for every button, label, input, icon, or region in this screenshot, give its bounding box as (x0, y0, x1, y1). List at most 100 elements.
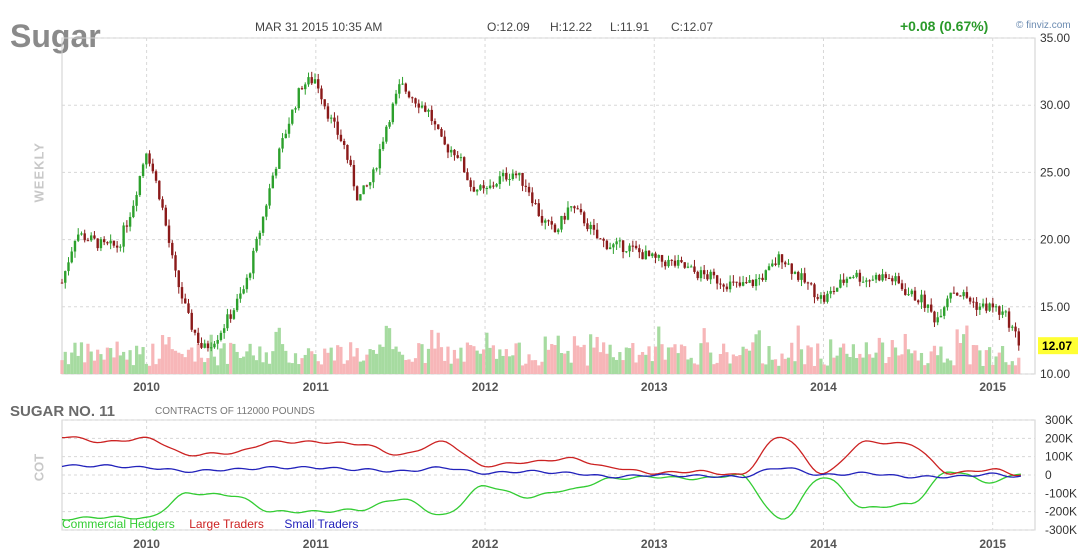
candle-body (336, 121, 339, 135)
volume-bar (945, 358, 950, 374)
volume-bar (958, 343, 963, 374)
candle-body (725, 286, 729, 290)
volume-bar (248, 343, 252, 374)
candle-body (300, 88, 304, 90)
candle-body (826, 293, 829, 302)
candle-body (803, 273, 806, 283)
candle-body (570, 206, 573, 208)
candle-body (453, 149, 456, 156)
volume-bar (297, 364, 301, 374)
candle-body (339, 134, 343, 142)
candle-body (475, 189, 479, 192)
volume-bar (660, 344, 664, 374)
volume-bar (371, 350, 375, 374)
candle-body (835, 287, 839, 292)
cot-subtitle: CONTRACTS OF 112000 POUNDS (155, 406, 315, 417)
candle-body (70, 251, 73, 263)
volume-bar (900, 354, 904, 374)
candle-body (975, 301, 978, 310)
candle-body (99, 239, 103, 249)
last-price-badge (1038, 337, 1078, 355)
candle-body (754, 279, 758, 287)
volume-bar (572, 336, 577, 374)
candle-body (222, 328, 226, 333)
volume-bar (284, 350, 288, 374)
candle-body (994, 306, 998, 308)
candle-body (1007, 311, 1011, 328)
candle-body (466, 172, 469, 181)
candle-body (751, 279, 755, 287)
candle-body (197, 332, 200, 343)
candle-body (894, 276, 897, 282)
candle-body (887, 277, 891, 279)
volume-bar (365, 354, 369, 374)
candle-body (767, 266, 771, 271)
candle-body (145, 153, 148, 165)
volume-bar (199, 357, 204, 374)
candle-body (907, 294, 910, 296)
volume-bar (699, 343, 703, 374)
volume-bar (890, 340, 894, 374)
candle-body (245, 277, 249, 290)
volume-bar (816, 343, 820, 374)
candle-body (972, 301, 975, 303)
volume-bar (897, 355, 901, 374)
candle-body (771, 263, 774, 267)
candle-body (777, 254, 780, 265)
volume-bar (293, 353, 298, 374)
volume-bar (829, 339, 833, 374)
volume-bar (478, 353, 482, 374)
candle-body (433, 121, 437, 125)
price-change: +0.08 (0.67%) (900, 18, 989, 34)
volume-bar (446, 346, 450, 374)
volume-bar (86, 343, 90, 374)
volume-bar (663, 359, 667, 374)
candle-body (793, 272, 797, 274)
candle-body (748, 279, 751, 283)
candle-body (456, 155, 459, 158)
candle-body (764, 270, 768, 280)
volume-bar (978, 350, 982, 374)
candle-body (86, 240, 90, 242)
candle-body (164, 207, 167, 226)
candle-body (135, 195, 138, 206)
candle-body (1004, 311, 1008, 313)
candle-body (985, 303, 988, 311)
volume-bar (718, 354, 722, 374)
candle-body (891, 278, 894, 282)
volume-bar (952, 365, 956, 374)
candle-body (93, 235, 96, 239)
volume-bar (255, 360, 259, 374)
candle-body (981, 303, 985, 307)
volume-bar (602, 342, 606, 374)
volume-bar (261, 362, 265, 374)
volume-bar (848, 357, 852, 374)
volume-bar (501, 355, 505, 374)
candle-body (365, 185, 369, 187)
candle-body (628, 245, 631, 252)
volume-bar (592, 347, 596, 374)
volume-bar (754, 334, 758, 374)
candle-body (923, 294, 926, 308)
candle-body (271, 175, 275, 189)
candle-body (686, 266, 690, 268)
volume-bar (109, 348, 113, 374)
candle-body (125, 225, 129, 227)
candle-body (355, 186, 359, 201)
volume-bar (566, 350, 570, 374)
volume-bar (264, 352, 268, 374)
price-tick-label: 15.00 (1040, 300, 1070, 314)
candle-body (690, 266, 693, 268)
candle-body (673, 260, 677, 266)
candle-body (913, 290, 917, 301)
candle-body (550, 221, 553, 225)
candle-body (158, 180, 161, 200)
volume-bar (203, 362, 207, 374)
volume-bar (803, 364, 807, 374)
volume-bar (676, 353, 680, 374)
volume-bar (975, 345, 979, 374)
volume-bar (488, 347, 492, 374)
volume-bar (871, 357, 875, 374)
source-link[interactable]: © finviz.com (1016, 20, 1071, 31)
candle-body (375, 168, 378, 170)
